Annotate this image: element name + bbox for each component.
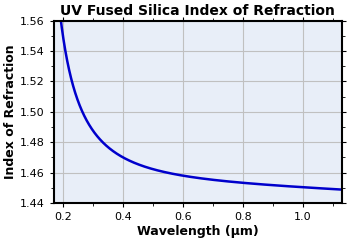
Y-axis label: Index of Refraction: Index of Refraction [4,45,17,179]
X-axis label: Wavelength (μm): Wavelength (μm) [137,225,259,238]
Title: UV Fused Silica Index of Refraction: UV Fused Silica Index of Refraction [60,4,335,18]
